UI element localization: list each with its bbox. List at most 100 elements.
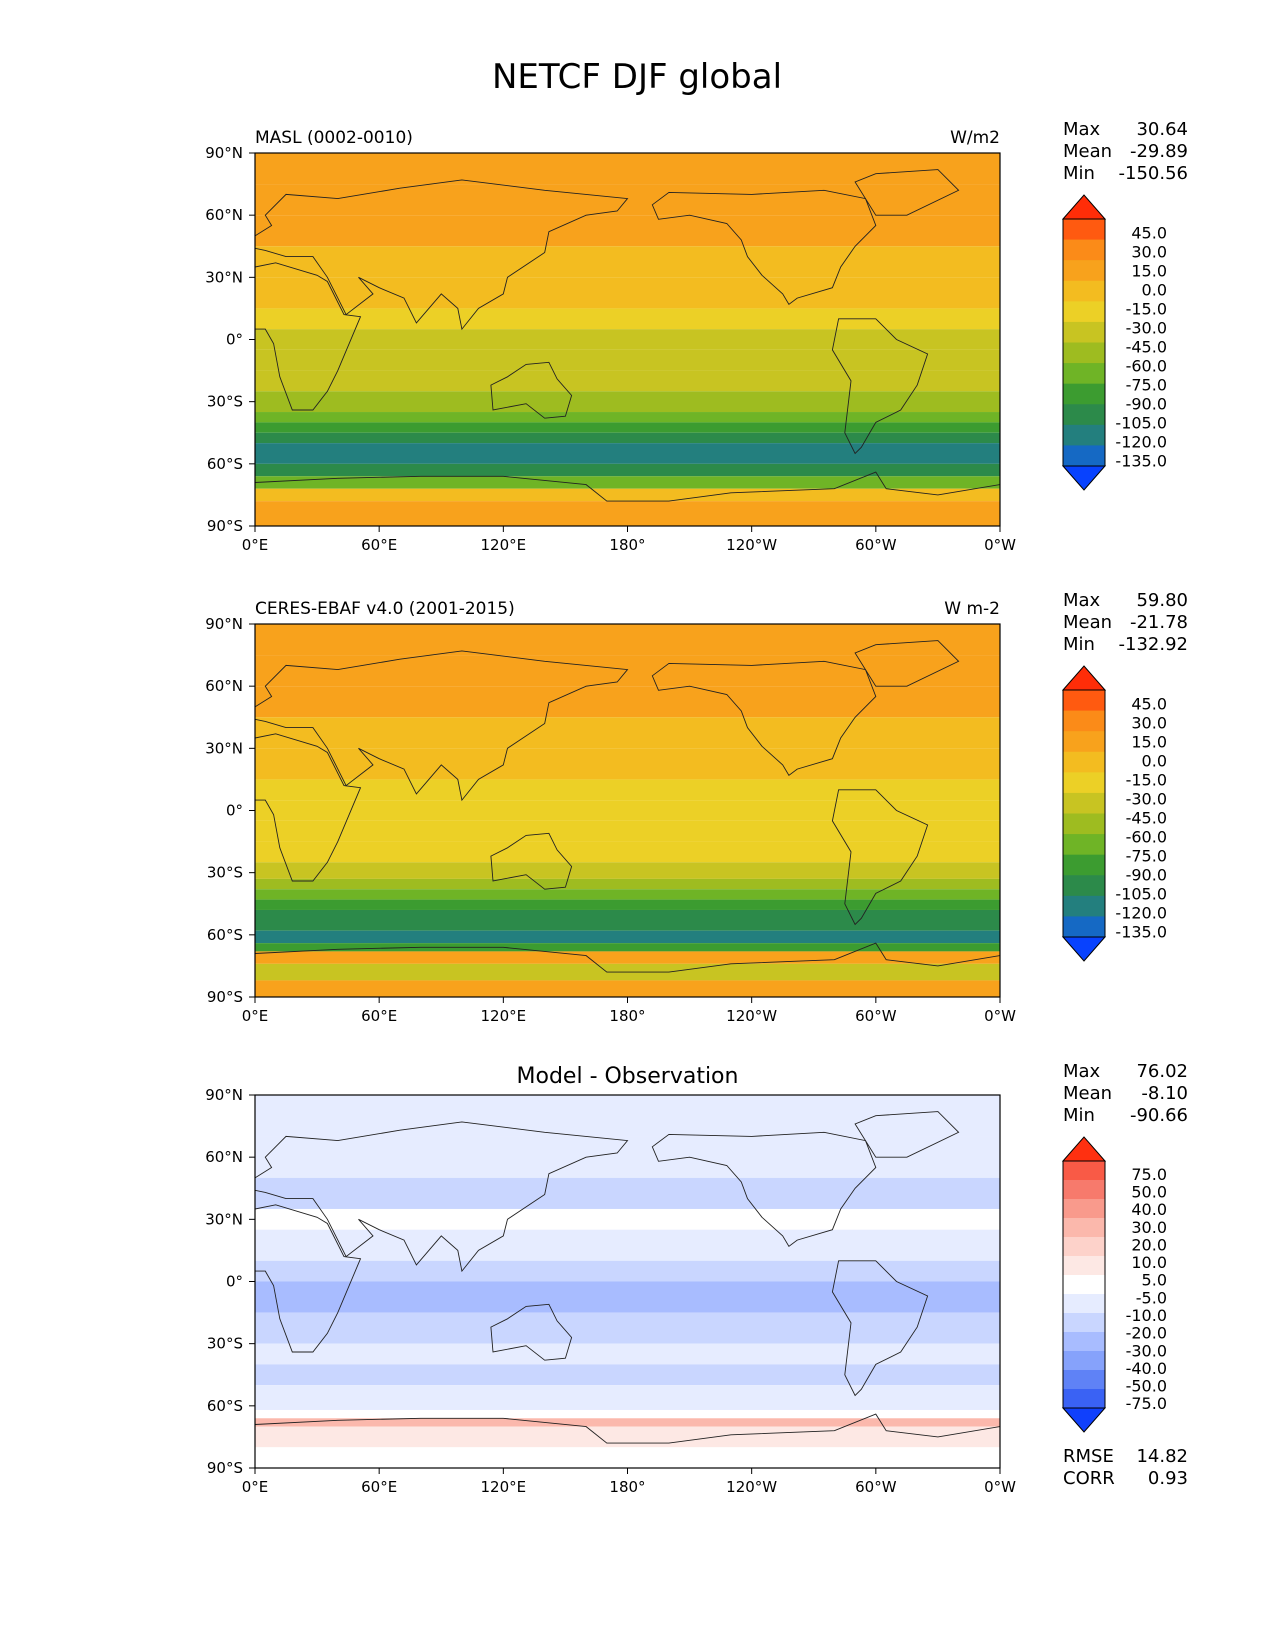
colorbar-extend-top: [1061, 1136, 1107, 1162]
stat-label: Max: [1063, 590, 1101, 611]
colorbar-segment: [1063, 321, 1105, 343]
colorbar-segment: [1063, 260, 1105, 282]
y-tick-label: 30°S: [207, 1335, 243, 1353]
coastline: [255, 471, 1000, 526]
colorbar-extend-bottom: [1061, 465, 1107, 491]
x-tick-label: 120°E: [481, 536, 527, 554]
coastline: [854, 169, 960, 216]
x-tick-label: 0°W: [984, 1478, 1016, 1496]
colorbar-tick-label: -120.0: [1115, 904, 1167, 923]
colorbar-tick-label: -135.0: [1115, 923, 1167, 942]
colorbar-tick-label: -75.0: [1126, 847, 1167, 866]
coastline: [651, 1131, 877, 1247]
field-band: [255, 878, 1000, 890]
field-band: [255, 686, 1000, 718]
coastline: [255, 1121, 629, 1273]
field-band: [255, 930, 1000, 944]
x-tick-label: 0°W: [984, 1007, 1016, 1025]
field-band: [255, 215, 1000, 247]
field-band: [255, 1281, 1000, 1313]
x-tick-label: 120°E: [481, 1007, 527, 1025]
field-band: [255, 1229, 1000, 1261]
field-band: [255, 1177, 1000, 1209]
colorbar-tick-label: 30.0: [1131, 714, 1167, 733]
colorbar-segment: [1063, 854, 1105, 876]
y-tick-label: 30°N: [205, 739, 243, 757]
coastline: [255, 733, 362, 882]
colorbar-extend-top: [1061, 194, 1107, 220]
field-band: [255, 349, 1000, 371]
field-band: [255, 1260, 1000, 1282]
colorbar-tick-label: -135.0: [1115, 452, 1167, 471]
colorbar-tick-label: 40.0: [1131, 1200, 1167, 1219]
field-band: [255, 841, 1000, 863]
colorbar-tick-label: -5.0: [1136, 1288, 1167, 1307]
colorbar-tick-label: 50.0: [1131, 1182, 1167, 1201]
field-band: [255, 370, 1000, 392]
panel-left-title: MASL (0002-0010): [255, 128, 413, 148]
x-tick-label: 60°E: [361, 1478, 397, 1496]
colorbar-segment: [1063, 301, 1105, 323]
stat-value: -8.10: [1141, 1083, 1188, 1104]
field-band: [255, 1095, 1000, 1137]
field-band: [255, 246, 1000, 278]
colorbar-tick-label: 45.0: [1131, 224, 1167, 243]
field-band: [255, 463, 1000, 477]
colorbar-tick-label: 0.0: [1142, 752, 1167, 771]
coastline: [255, 650, 629, 802]
colorbar-segment: [1063, 383, 1105, 405]
field-band: [255, 820, 1000, 842]
colorbar-segment: [1063, 1294, 1105, 1314]
y-tick-label: 0°: [226, 802, 243, 820]
panel-1: 90°N 60°N 30°N 0° 30°S 60°S 90°S0°E 60°E 120°E 18…: [205, 119, 1188, 554]
y-tick-label: 90°S: [207, 988, 243, 1006]
stat-label: Min: [1063, 1105, 1095, 1126]
coastline: [854, 1111, 960, 1158]
x-tick-label: 60°W: [855, 1007, 897, 1025]
panel-center-title: Model - Observation: [517, 1064, 739, 1089]
field-band: [255, 153, 1000, 185]
colorbar-tick-label: -45.0: [1126, 809, 1167, 828]
colorbar-tick-label: -105.0: [1115, 414, 1167, 433]
field-band: [255, 1447, 1000, 1468]
coastline: [490, 1303, 573, 1361]
colorbar-tick-label: -75.0: [1126, 1394, 1167, 1413]
colorbar-tick-label: 20.0: [1131, 1235, 1167, 1254]
stat-label: Max: [1063, 1061, 1101, 1082]
colorbar-segment: [1063, 404, 1105, 426]
stat-label: Mean: [1063, 1083, 1112, 1104]
coastline: [255, 942, 1000, 997]
y-tick-label: 90°N: [205, 1086, 243, 1104]
coastline: [854, 640, 960, 687]
extra-stat-value: 0.93: [1148, 1468, 1188, 1489]
colorbar-tick-label: -20.0: [1126, 1324, 1167, 1343]
colorbar-tick-label: -30.0: [1126, 790, 1167, 809]
colorbar-tick-label: -60.0: [1126, 828, 1167, 847]
colorbar-tick-label: 15.0: [1131, 262, 1167, 281]
extra-stat-label: CORR: [1063, 1468, 1115, 1489]
field-band: [255, 800, 1000, 821]
y-tick-label: 90°S: [207, 1459, 243, 1477]
field-band: [255, 1426, 1000, 1448]
field-band: [255, 422, 1000, 433]
field-band: [255, 951, 1000, 964]
x-tick-label: 180°: [609, 1007, 645, 1025]
panel-units: W m-2: [944, 599, 1000, 619]
colorbar-segment: [1063, 1275, 1105, 1295]
coastline: [651, 660, 877, 776]
y-tick-label: 60°N: [205, 677, 243, 695]
field-band: [255, 412, 1000, 423]
colorbar-tick-label: -60.0: [1126, 357, 1167, 376]
coastline: [831, 1260, 929, 1397]
field-band: [255, 1364, 1000, 1386]
colorbar-tick-label: 10.0: [1131, 1253, 1167, 1272]
y-tick-label: 60°S: [207, 1397, 243, 1415]
y-tick-label: 0°: [226, 1273, 243, 1291]
field-band: [255, 1409, 1000, 1419]
colorbar-tick-label: -105.0: [1115, 885, 1167, 904]
stat-value: -21.78: [1130, 612, 1188, 633]
colorbar-segment: [1063, 239, 1105, 261]
field-band: [255, 1385, 1000, 1410]
colorbar-tick-label: 30.0: [1131, 243, 1167, 262]
